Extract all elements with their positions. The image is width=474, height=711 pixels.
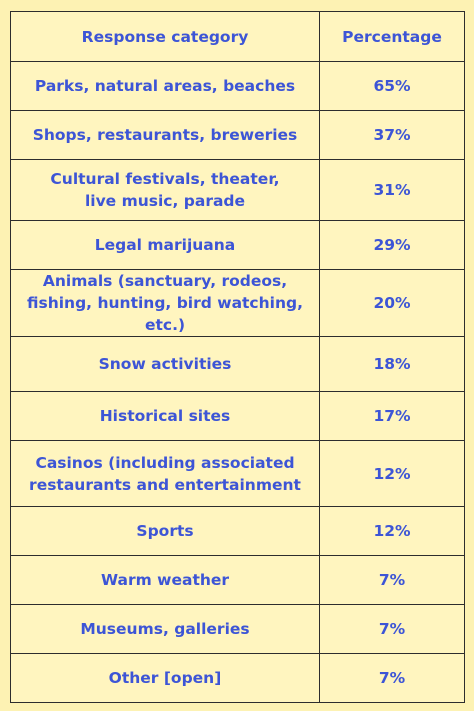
percentage-cell: 12% <box>319 506 465 556</box>
percentage-cell: 20% <box>319 269 465 337</box>
category-cell: Parks, natural areas, beaches <box>10 61 320 111</box>
category-text-line: Historical sites <box>99 407 231 425</box>
category-cell: Snow activities <box>10 336 320 392</box>
category-cell: Casinos (including associated restaurants… <box>10 440 320 507</box>
table-row: Legal marijuana 29% <box>10 220 465 270</box>
percentage-cell: 17% <box>319 391 465 441</box>
category-cell: Sports <box>10 506 320 556</box>
table-row: Shops, restaurants, breweries 37% <box>10 110 465 160</box>
category-cell: Museums, galleries <box>10 604 320 654</box>
table-row: Museums, galleries 7% <box>10 604 465 654</box>
table-row: Snow activities 18% <box>10 336 465 392</box>
category-text-line: Casinos (including associated <box>35 453 295 472</box>
table-row: Casinos (including associated restaurants… <box>10 440 465 507</box>
percentage-cell: 12% <box>319 440 465 507</box>
table-row: Warm weather 7% <box>10 555 465 605</box>
table-row: Cultural festivals, theater, live music, … <box>10 159 465 221</box>
category-text-line: Legal marijuana <box>94 236 236 254</box>
percentage-cell: 18% <box>319 336 465 392</box>
category-text-line: Other [open] <box>108 669 222 687</box>
category-text-line: fishing, hunting, bird watching, etc.) <box>26 294 303 334</box>
response-table: Response category Percentage Parks, natu… <box>10 11 465 703</box>
category-cell: Other [open] <box>10 653 320 703</box>
percentage-cell: 29% <box>319 220 465 270</box>
table-row: Animals (sanctuary, rodeos, fishing, hunt… <box>10 269 465 337</box>
category-text-line: Parks, natural areas, beaches <box>34 77 296 95</box>
category-text-line: Cultural festivals, theater, <box>50 170 280 188</box>
table-row: Historical sites 17% <box>10 391 465 441</box>
percentage-cell: 7% <box>319 653 465 703</box>
category-text-line: Shops, restaurants, breweries <box>32 126 298 144</box>
category-cell: Historical sites <box>10 391 320 441</box>
table-row: Parks, natural areas, beaches 65% <box>10 61 465 111</box>
percentage-cell: 31% <box>319 159 465 221</box>
table-row: Other [open] 7% <box>10 653 465 703</box>
category-text-line: restaurants and entertainment <box>29 475 301 494</box>
table-body: Parks, natural areas, beaches 65% Shops, r… <box>10 61 465 703</box>
table-header-row: Response category Percentage <box>10 11 465 62</box>
table-row: Sports 12% <box>10 506 465 556</box>
category-text-line: Animals (sanctuary, rodeos, <box>42 272 288 290</box>
category-cell: Legal marijuana <box>10 220 320 270</box>
percentage-cell: 7% <box>319 604 465 654</box>
category-cell: Shops, restaurants, breweries <box>10 110 320 160</box>
percentage-cell: 37% <box>319 110 465 160</box>
category-cell: Cultural festivals, theater, live music, … <box>10 159 320 221</box>
percentage-cell: 65% <box>319 61 465 111</box>
category-text-line: Sports <box>136 522 194 540</box>
category-cell: Animals (sanctuary, rodeos, fishing, hunt… <box>10 269 320 337</box>
category-text-line: Museums, galleries <box>80 620 250 638</box>
response-table-container: Response category Percentage Parks, natu… <box>10 11 465 703</box>
header-percentage: Percentage <box>319 11 465 62</box>
category-text-line: Snow activities <box>98 355 232 373</box>
percentage-cell: 7% <box>319 555 465 605</box>
header-response-category: Response category <box>10 11 320 62</box>
category-text-line: Warm weather <box>100 571 230 589</box>
category-text-line: live music, parade <box>84 192 246 210</box>
category-cell: Warm weather <box>10 555 320 605</box>
